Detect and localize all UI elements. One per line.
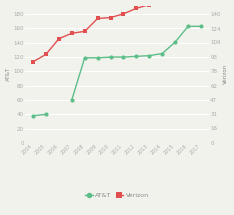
Legend: AT&T, Verizon: AT&T, Verizon [83,190,151,200]
Y-axis label: AT&T: AT&T [6,67,11,81]
Y-axis label: Verizon: Verizon [223,64,228,84]
